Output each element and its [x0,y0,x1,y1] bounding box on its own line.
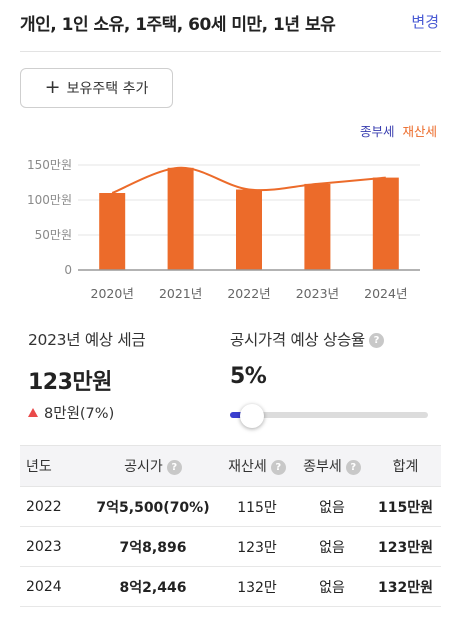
triangle-up-icon [28,408,38,417]
chart-legend: 종부세 재산세 [360,121,437,140]
x-tick-label: 2023년 [296,286,339,301]
y-tick-label: 150만원 [27,158,72,172]
trend-line [111,166,386,194]
tax-table: 년도 공시가? 재산세? 종부세? 합계 2022 7억5,500(70%) 1… [20,445,441,607]
stats-panel: 2023년 예상 세금 123만원 8만원(7%) 공시가격 예상 상승율? 5… [28,328,433,428]
tax-estimate: 2023년 예상 세금 123만원 8만원(7%) [28,328,146,423]
rate-label: 공시가격 예상 상승율 [230,331,365,349]
cell-price: 7억8,896 [119,539,187,556]
cell-jongbu: 없음 [319,539,345,556]
cell-total: 115만원 [378,499,433,516]
bar [372,177,399,270]
rate-estimate: 공시가격 예상 상승율? 5% [230,328,430,428]
x-tick-label: 2022년 [227,286,270,301]
header-jaesan-label: 재산세 [228,459,267,475]
tax-value: 123만원 [28,370,112,395]
table-row: 2024 8억2,446 132만 없음 132만원 [20,567,441,607]
x-tick-label: 2024년 [364,286,407,301]
y-tick-label: 0 [64,263,72,277]
cell-price: 7억5,500(70%) [96,499,210,516]
rate-slider[interactable] [230,404,428,428]
help-icon[interactable]: ? [345,459,361,475]
legend-jongbu: 종부세 [359,124,395,139]
header-year: 년도 [26,459,52,475]
header-jongbu: 종부세? [294,456,370,476]
cell-jaesan: 115만 [237,499,277,516]
cell-year: 2024 [26,578,62,595]
cell-price: 8억2,446 [119,579,187,596]
cell-jongbu: 없음 [319,579,345,596]
y-tick-label: 50만원 [35,228,72,242]
tax-label: 2023년 예상 세금 [28,331,146,349]
help-icon[interactable]: ? [166,459,182,475]
add-house-label: 보유주택 추가 [66,81,149,97]
rate-value: 5% [230,364,267,389]
cell-year: 2022 [26,498,62,515]
tax-chart: 0 50만원 100만원 150만원 2020년 2021년 2022년 2023년 2024년 [27,158,420,301]
cell-year: 2023 [26,538,62,555]
header-price: 공시가? [86,456,220,476]
tax-change-value: 8만원(7%) [44,406,115,422]
edit-link[interactable]: 변경 [411,13,439,31]
header-jongbu-label: 종부세 [303,459,342,475]
add-house-button[interactable]: + 보유주택 추가 [20,68,173,108]
x-tick-label: 2021년 [159,286,202,301]
slider-track [230,412,428,418]
bar [236,189,262,270]
header-price-label: 공시가 [124,459,163,475]
legend-jaesan: 재산세 [402,124,437,139]
cell-jaesan: 123만 [237,539,277,556]
cell-total: 123만원 [378,539,433,556]
cell-total: 132만원 [378,579,433,596]
cell-jaesan: 132만 [237,579,277,596]
y-tick-label: 100만원 [27,193,72,207]
table-header: 년도 공시가? 재산세? 종부세? 합계 [20,445,441,487]
bar [167,167,194,270]
tax-change: 8만원(7%) [28,402,145,423]
header-jaesan: 재산세? [220,456,294,476]
header-total: 합계 [392,459,419,475]
help-icon[interactable]: ? [368,333,384,348]
cell-jongbu: 없음 [319,499,345,516]
table-row: 2023 7억8,896 123만 없음 123만원 [20,527,441,567]
x-tick-label: 2020년 [91,286,134,301]
help-icon[interactable]: ? [270,459,286,475]
rate-label-row: 공시가격 예상 상승율? [230,328,430,350]
plus-icon: + [44,75,61,98]
bar [304,183,331,270]
condition-summary: 개인, 1인 소유, 1주택, 60세 미만, 1년 보유 [20,15,336,35]
slider-thumb[interactable] [239,404,264,428]
bar [99,193,126,270]
table-row: 2022 7억5,500(70%) 115만 없음 115만원 [20,487,441,527]
header: 개인, 1인 소유, 1주택, 60세 미만, 1년 보유 변경 [20,0,441,52]
